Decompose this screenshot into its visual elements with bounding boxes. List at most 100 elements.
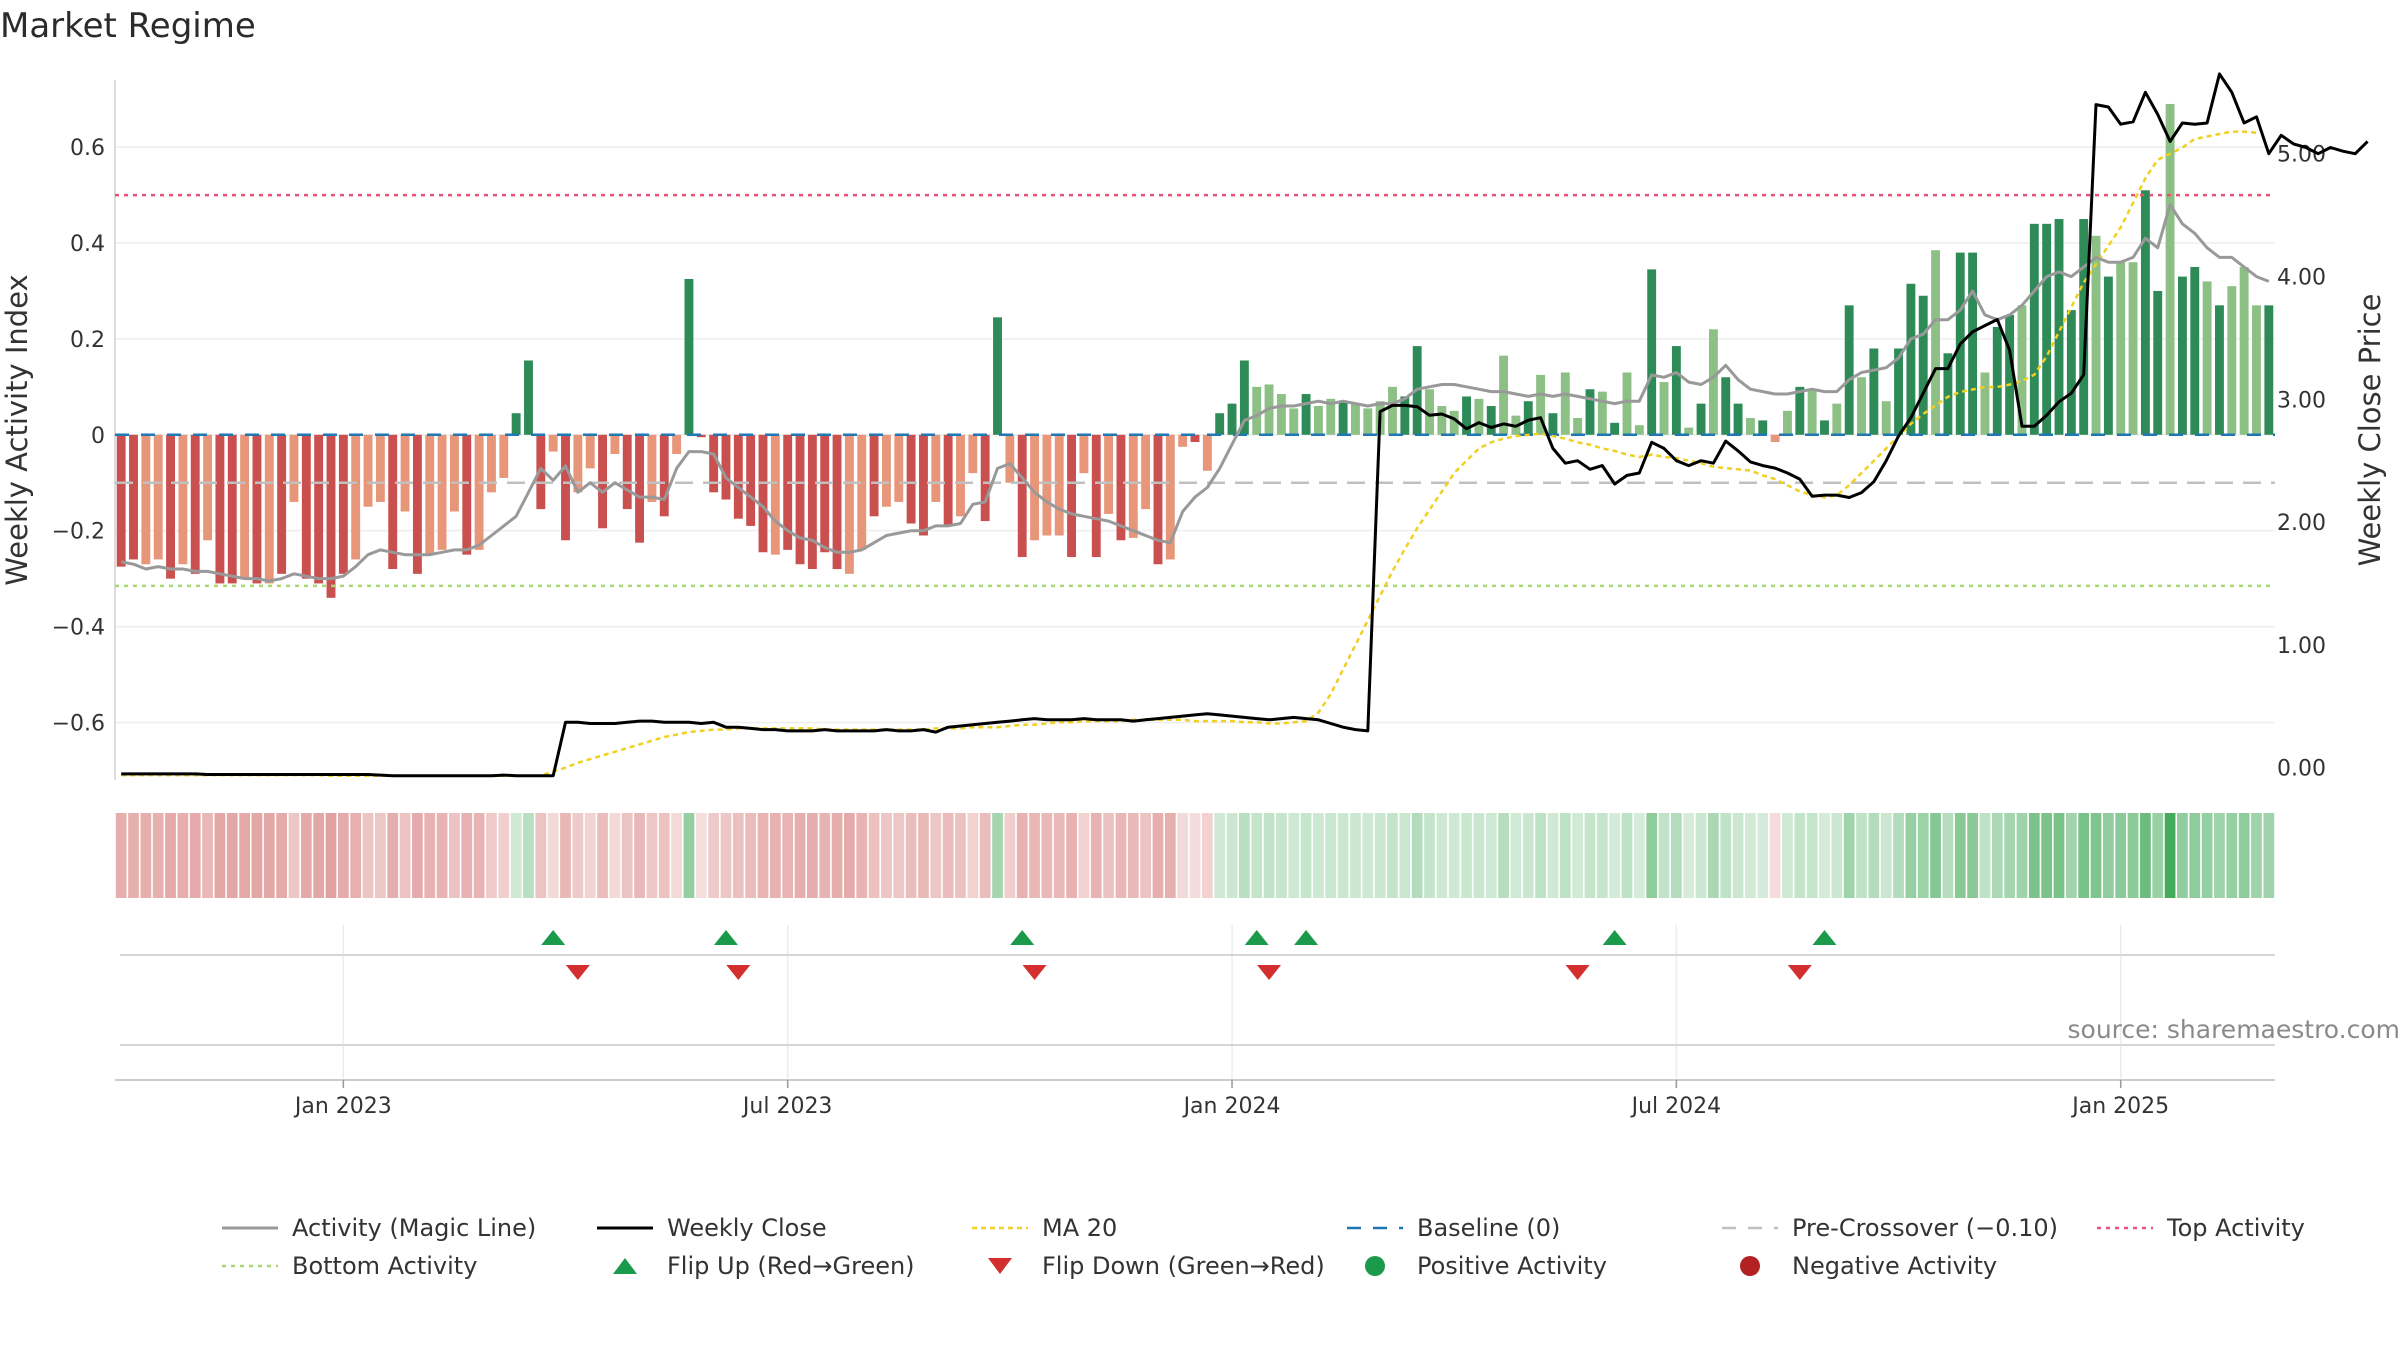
regime-strip-cell — [992, 813, 1003, 898]
regime-strip-cell — [720, 813, 732, 898]
activity-bar — [487, 434, 496, 493]
regime-strip-cell — [1325, 813, 1337, 898]
activity-bar — [993, 317, 1002, 435]
left-tick-label: 0.6 — [70, 136, 105, 161]
activity-bar — [240, 434, 250, 579]
regime-strip-cell — [646, 813, 658, 898]
activity-bar — [1005, 434, 1015, 483]
activity-bar — [696, 434, 706, 438]
left-tick-label: 0.2 — [70, 328, 105, 353]
activity-bar — [1523, 401, 1533, 435]
regime-strip-cell — [486, 813, 497, 898]
regime-strip-cell — [1942, 813, 1954, 898]
regime-strip-cell — [1757, 813, 1769, 898]
activity-bar — [795, 434, 805, 565]
regime-strip-cell — [1868, 813, 1880, 898]
regime-strip-cell — [868, 813, 880, 898]
regime-strip-cell — [2226, 813, 2238, 898]
activity-bar — [622, 434, 632, 510]
flip-down-marker — [1022, 965, 1047, 980]
regime-strip-cell — [757, 813, 769, 898]
right-tick-label: 1.00 — [2277, 634, 2326, 659]
activity-bar — [153, 434, 163, 560]
flip-down-marker — [726, 965, 751, 980]
activity-bar — [1610, 422, 1620, 435]
regime-strip-cell — [2127, 813, 2139, 898]
regime-strip-cell — [1584, 813, 1596, 898]
activity-bar — [968, 434, 978, 474]
activity-bar — [1992, 326, 2002, 435]
regime-strip-cell — [979, 813, 991, 898]
regime-strip-cell — [1251, 813, 1263, 898]
right-tick-label: 3.00 — [2277, 388, 2326, 413]
activity-bar — [2042, 223, 2052, 435]
left-tick-label: −0.6 — [52, 711, 105, 736]
regime-strip-cell — [1732, 813, 1744, 898]
regime-strip-cell — [1164, 813, 1176, 898]
activity-bar — [2165, 103, 2175, 435]
regime-strip-cell — [955, 813, 966, 898]
regime-strip-cell — [1745, 813, 1756, 898]
legend-item: Top Activity — [2166, 1214, 2305, 1242]
regime-strip-cell — [1350, 813, 1361, 898]
regime-strip-cell — [239, 813, 250, 898]
regime-strip-cell — [2164, 813, 2176, 898]
activity-bar — [1363, 408, 1373, 435]
activity-bar — [758, 434, 768, 553]
activity-bar — [1548, 413, 1558, 435]
regime-strip-cell — [942, 813, 954, 898]
regime-strip-cell — [387, 813, 399, 898]
activity-bar — [573, 434, 583, 493]
regime-strip-cell — [498, 813, 510, 898]
activity-bar — [524, 360, 533, 435]
regime-strip-cell — [128, 813, 139, 898]
activity-bar — [1400, 396, 1410, 435]
flip-up-marker — [1294, 930, 1319, 945]
regime-strip-cell — [1633, 813, 1645, 898]
legend-swatch-positive — [1365, 1256, 1385, 1276]
regime-strip-cell — [930, 813, 942, 898]
regime-strip-cell — [1016, 813, 1028, 898]
regime-strip-cell — [412, 813, 423, 898]
activity-bar — [2153, 290, 2163, 435]
activity-bar — [2264, 305, 2274, 435]
activity-bar — [499, 434, 509, 478]
regime-strip-cell — [1263, 813, 1275, 898]
regime-strip-cell — [1954, 813, 1966, 898]
activity-bar — [1783, 410, 1792, 435]
regime-strip-cell — [547, 813, 559, 898]
activity-bar — [1684, 427, 1694, 435]
weekly-close-line — [121, 72, 2369, 778]
right-tick-label: 2.00 — [2277, 511, 2326, 536]
activity-bar — [1931, 250, 1941, 435]
regime-strip-cell — [535, 813, 547, 898]
activity-bar — [1116, 434, 1126, 541]
activity-bar — [301, 434, 311, 579]
regime-strip-cell — [893, 813, 905, 898]
regime-strip-cell — [658, 813, 670, 898]
legend-item: Flip Up (Red→Green) — [667, 1252, 915, 1280]
regime-strip-cell — [1090, 813, 1102, 898]
regime-strip-cell — [1103, 813, 1114, 898]
activity-bar — [1820, 420, 1829, 435]
regime-strip-cell — [2078, 813, 2090, 898]
flip-down-marker — [1787, 965, 1812, 980]
x-tick-label: Jul 2023 — [741, 1094, 833, 1119]
regime-strip-cell — [881, 813, 892, 898]
regime-strip-cell — [2090, 813, 2102, 898]
activity-bar — [141, 434, 151, 565]
regime-strip-cell — [1819, 813, 1830, 898]
activity-bar — [684, 278, 694, 435]
regime-strip-cell — [1769, 813, 1781, 898]
activity-bar — [425, 434, 435, 555]
activity-bar — [462, 434, 472, 555]
activity-bar — [203, 434, 213, 541]
activity-bar — [548, 434, 558, 452]
regime-strip-cell — [1967, 813, 1978, 898]
activity-bar — [474, 434, 484, 550]
activity-bar — [869, 434, 879, 517]
regime-strip-cell — [1572, 813, 1583, 898]
regime-strip-cell — [2016, 813, 2028, 898]
flip-up-marker — [1812, 930, 1837, 945]
activity-bar — [1178, 434, 1188, 447]
